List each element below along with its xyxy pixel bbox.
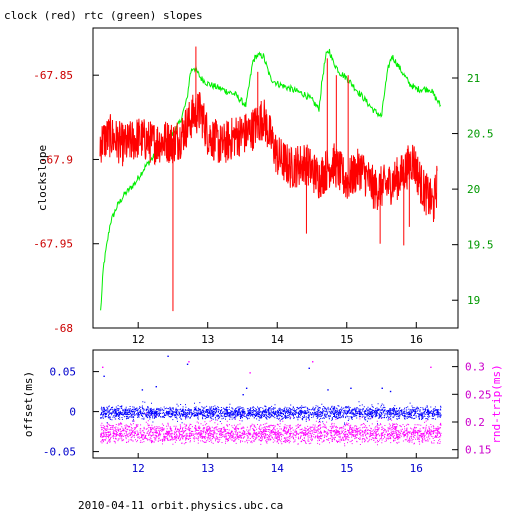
bottom-plot-frame bbox=[92, 349, 459, 459]
roundtrip-points bbox=[100, 412, 442, 447]
outlier-point bbox=[102, 366, 104, 369]
top-y2-tick-label: 19 bbox=[467, 294, 480, 307]
outlier-point bbox=[188, 361, 190, 363]
top-panel: 12 13 14 15 16 -68 -67.95 -67.9 -67.85 19 19.5 20 20… bbox=[33, 27, 494, 346]
outlier-point bbox=[155, 386, 157, 388]
bottom-y2-tick-label: 0.15 bbox=[465, 444, 492, 457]
bottom-y2-tick-label: 0.25 bbox=[465, 388, 492, 401]
top-y2-tick-label: 21 bbox=[467, 72, 480, 85]
top-y2-tick-label: 19.5 bbox=[467, 239, 494, 252]
top-y-tick-label: -68 bbox=[53, 322, 73, 335]
outlier-point bbox=[245, 387, 248, 389]
top-y-tick-label: -67.95 bbox=[33, 238, 73, 251]
outlier-point bbox=[350, 387, 352, 389]
top-x-tick-label: 15 bbox=[340, 333, 353, 346]
top-plot-frame bbox=[92, 27, 459, 329]
outlier-point bbox=[381, 387, 383, 389]
bottom-y2-axis-label: rnd-trip(ms) bbox=[490, 364, 503, 443]
bottom-y-tick-label: -0.05 bbox=[43, 446, 76, 459]
outlier-point bbox=[430, 366, 432, 369]
top-series-layer bbox=[99, 46, 442, 312]
bottom-y-tick-label: 0 bbox=[69, 406, 76, 419]
outlier-point bbox=[103, 375, 105, 377]
outlier-point bbox=[167, 355, 169, 357]
top-x-tick-label: 16 bbox=[410, 333, 423, 346]
clock-slope-line bbox=[99, 92, 438, 223]
top-y-tick-label: -67.9 bbox=[40, 153, 73, 166]
top-y2-tick-label: 20.5 bbox=[467, 128, 494, 141]
offset-points bbox=[100, 401, 442, 425]
bottom-x-tick-label: 14 bbox=[271, 462, 285, 475]
top-x-tick-label: 14 bbox=[271, 333, 285, 346]
outlier-point bbox=[389, 390, 392, 393]
chart-title: clock (red) rtc (green) slopes bbox=[4, 9, 203, 22]
bottom-y2-tick-label: 0.2 bbox=[465, 416, 485, 429]
outlier-point bbox=[312, 361, 314, 363]
bottom-y2-tick-label: 0.3 bbox=[465, 361, 485, 374]
top-axes-layer: 12 13 14 15 16 -68 -67.95 -67.9 -67.85 19 19.5 20 20… bbox=[33, 69, 493, 346]
bottom-x-tick-label: 13 bbox=[201, 462, 214, 475]
bottom-series-layer bbox=[100, 355, 442, 447]
bottom-x-tick-label: 16 bbox=[410, 462, 423, 475]
outlier-point bbox=[141, 389, 144, 391]
top-x-tick-label: 13 bbox=[201, 333, 214, 346]
outlier-point bbox=[249, 372, 251, 374]
top-x-tick-label: 12 bbox=[132, 333, 145, 346]
bottom-x-tick-label: 12 bbox=[132, 462, 145, 475]
outlier-point bbox=[242, 394, 244, 396]
outlier-point bbox=[186, 363, 189, 365]
bottom-x-tick-label: 15 bbox=[340, 462, 353, 475]
bottom-y-tick-label: 0.05 bbox=[50, 366, 77, 379]
rtc-slope-line bbox=[100, 48, 442, 311]
footer-text: 2010-04-11 orbit.physics.ubc.ca bbox=[78, 499, 283, 512]
bottom-panel: 12 13 14 15 16 -0.05 0 0.05 0.15 0.2 0.25 0.3 offse… bbox=[22, 349, 503, 475]
bottom-y-axis-label: offset(ms) bbox=[22, 371, 35, 437]
bottom-axes-layer: 12 13 14 15 16 -0.05 0 0.05 0.15 0.2 0.25 0.3 bbox=[43, 361, 492, 475]
outlier-point bbox=[308, 367, 310, 369]
top-y-axis-label: clockslope bbox=[36, 145, 49, 211]
top-y-tick-label: -67.85 bbox=[33, 69, 73, 82]
top-y2-tick-label: 20 bbox=[467, 183, 480, 196]
outlier-point bbox=[327, 389, 329, 391]
